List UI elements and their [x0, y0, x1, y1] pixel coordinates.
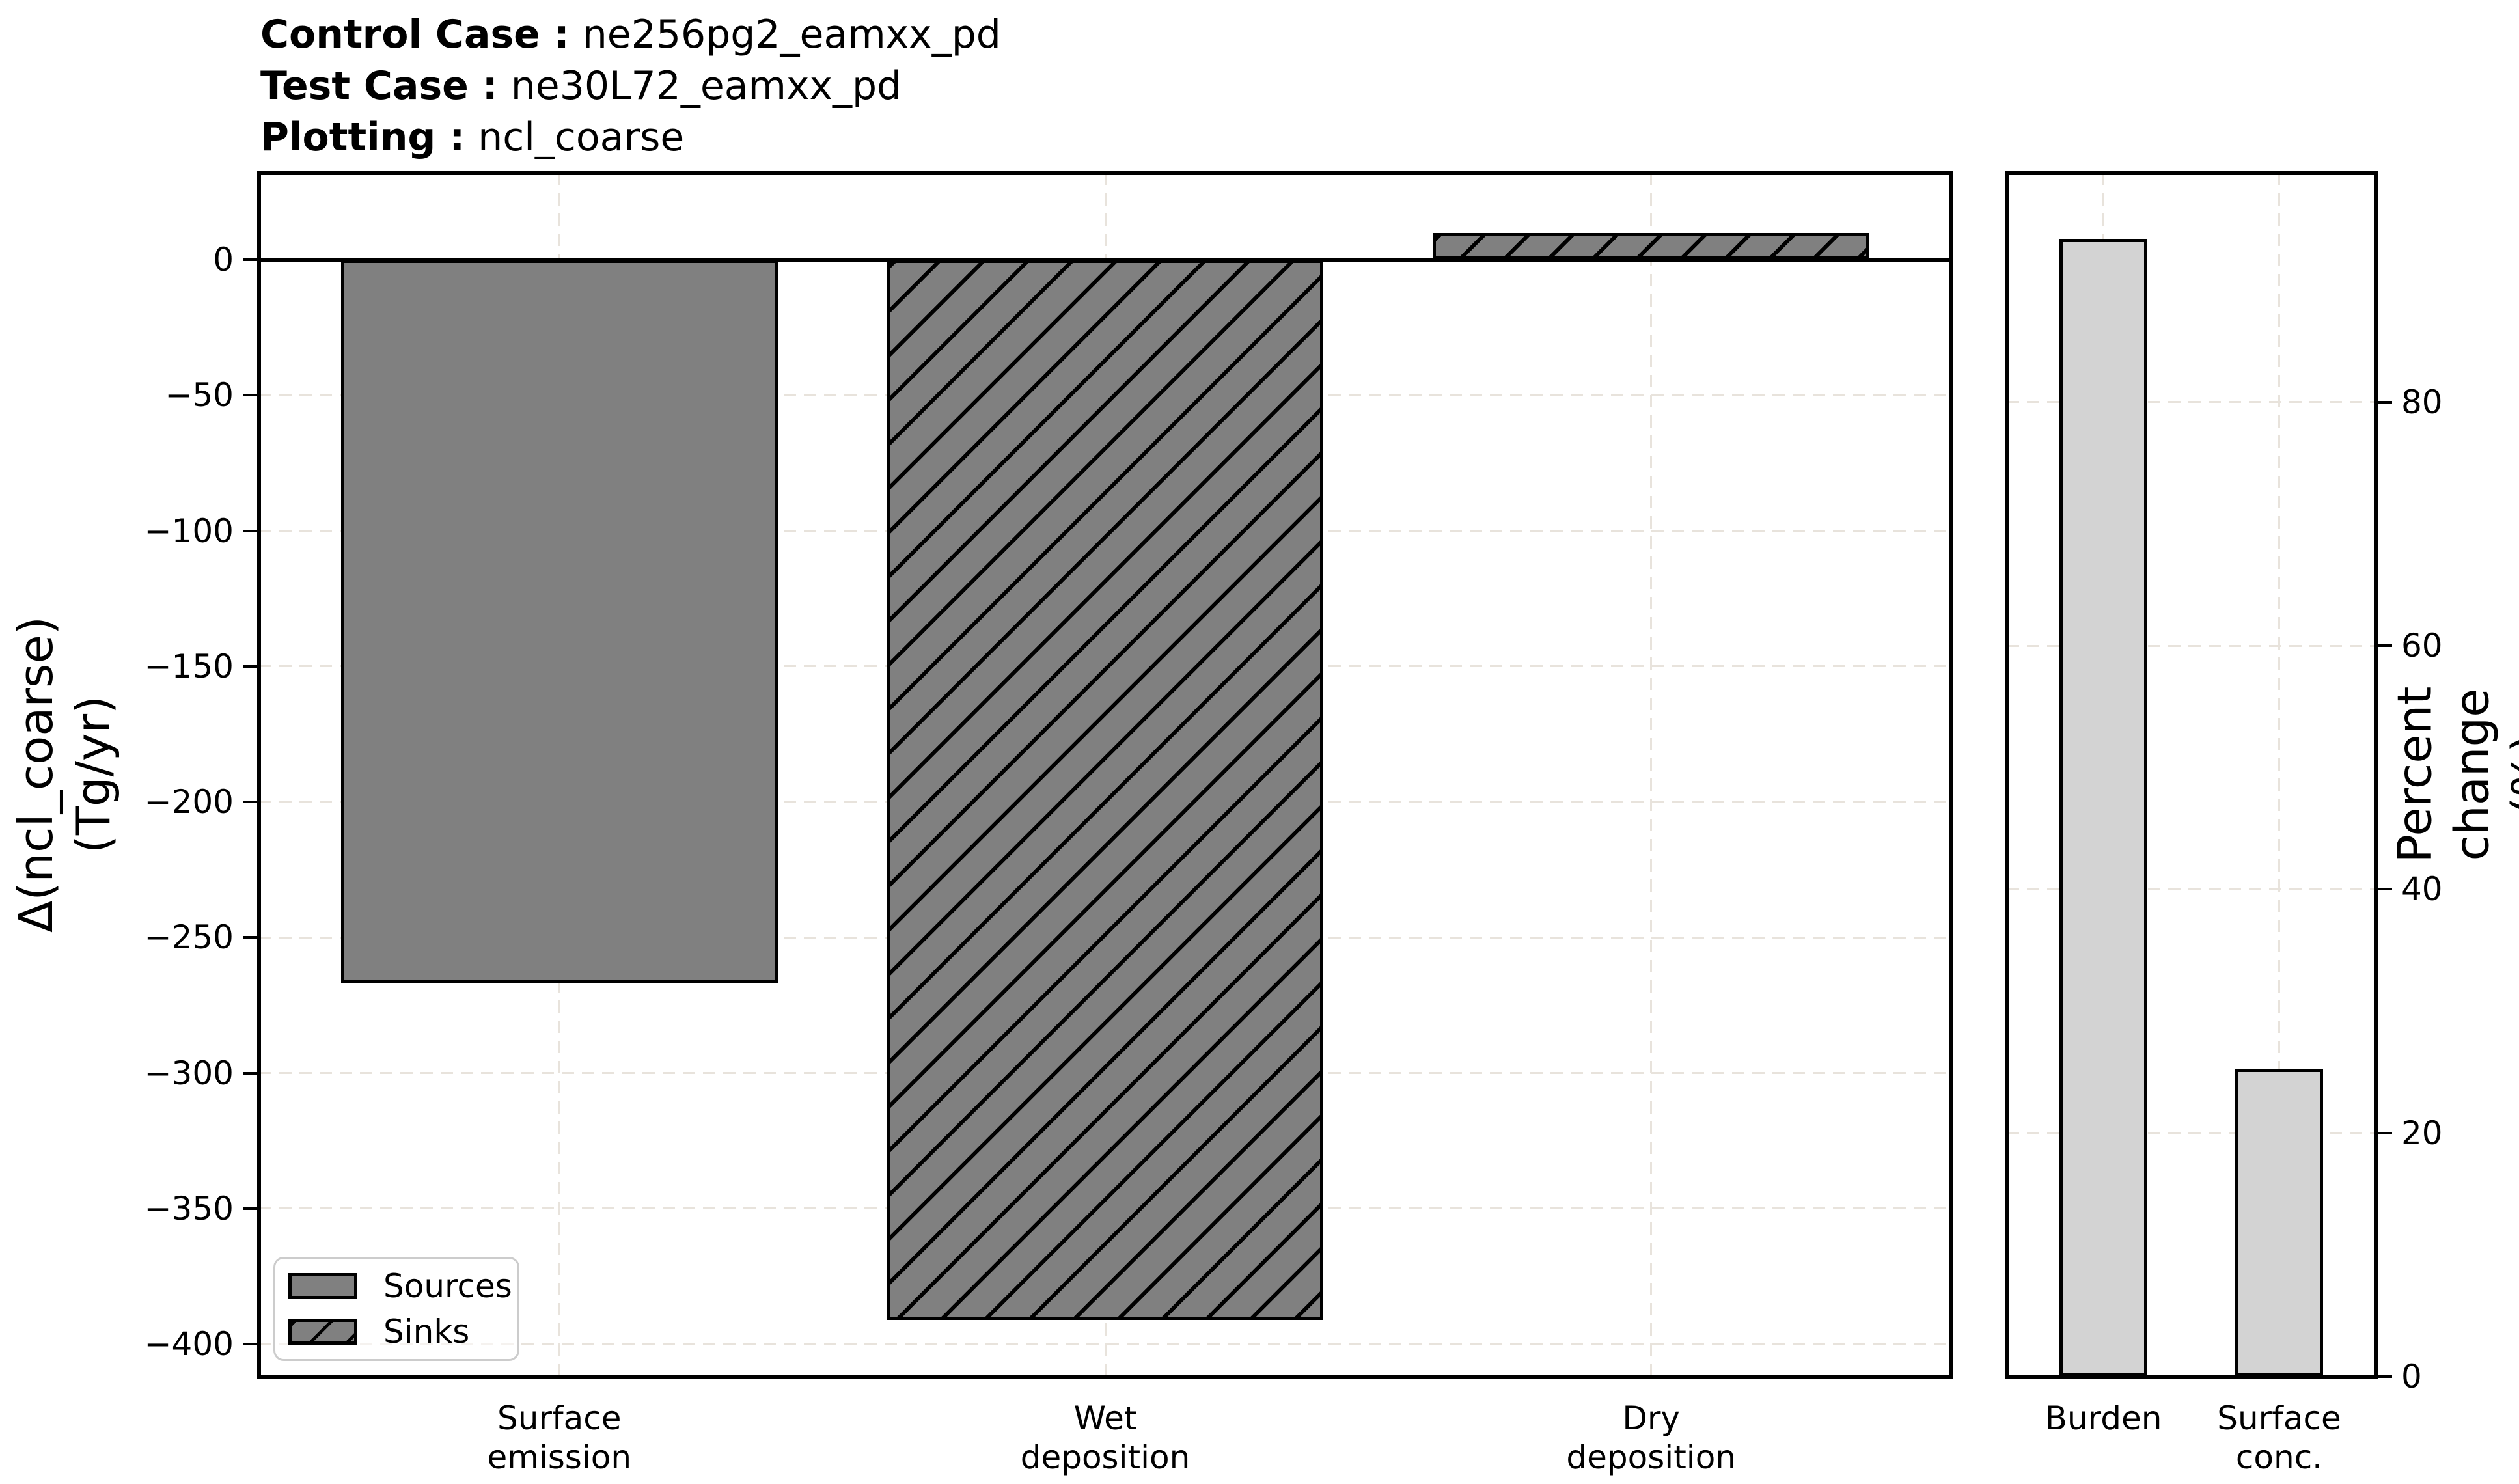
title-block: Control Case : ne256pg2_eamxx_pd Test Cas… — [260, 9, 1001, 163]
y-tick-label-0: 0 — [213, 241, 234, 279]
bar-surface-emission — [340, 260, 778, 984]
legend-sinks-label: Sinks — [383, 1313, 470, 1351]
legend-item-sinks: Sinks — [288, 1315, 504, 1348]
x-gridline-surface-conc — [2278, 173, 2280, 1377]
y-tick-label-40: 40 — [2401, 870, 2443, 909]
bar-surface-conc — [2235, 1068, 2323, 1377]
legend-sources-label: Sources — [383, 1267, 512, 1305]
y-tick-label-50: −50 — [165, 376, 234, 415]
y-gridline-400 — [259, 1343, 1951, 1345]
plotting-label: Plotting : — [260, 115, 465, 160]
x-category-label-surface-conc: Surface conc. — [2217, 1399, 2341, 1476]
y-tick-mark-150 — [243, 665, 257, 668]
y-tick-label-400: −400 — [144, 1325, 234, 1364]
x-category-label-surface-emission: Surface emission — [487, 1399, 632, 1476]
x-category-label-burden: Burden — [2044, 1399, 2162, 1437]
y-gridline-60 — [2007, 644, 2376, 647]
y-tick-mark-80 — [2378, 400, 2392, 404]
test-case-value: ne30L72_eamxx_pd — [510, 63, 902, 109]
x-category-label-dry-deposition: Dry deposition — [1566, 1399, 1736, 1476]
sinks-swatch-icon — [288, 1319, 357, 1345]
y-tick-mark-300 — [243, 1071, 257, 1075]
control-case-label: Control Case : — [260, 12, 570, 57]
y-tick-label-80: 80 — [2401, 383, 2443, 421]
y-tick-label-0: 0 — [2401, 1358, 2422, 1395]
y-tick-label-100: −100 — [144, 512, 234, 550]
bar-dry-deposition — [1433, 232, 1870, 260]
x-category-label-wet-deposition: Wet deposition — [1020, 1399, 1191, 1476]
test-case-line: Test Case : ne30L72_eamxx_pd — [260, 61, 1001, 112]
control-case-line: Control Case : ne256pg2_eamxx_pd — [260, 9, 1001, 61]
x-gridline-dry-deposition — [1650, 173, 1653, 1377]
y-tick-mark-20 — [2378, 1131, 2392, 1134]
y-tick-mark-40 — [2378, 888, 2392, 891]
plotting-value: ncl_coarse — [478, 115, 685, 160]
bar-wet-deposition — [887, 260, 1324, 1320]
y-tick-label-20: 20 — [2401, 1114, 2443, 1152]
y-tick-mark-60 — [2378, 644, 2392, 648]
y-tick-mark-0 — [243, 258, 257, 262]
y-tick-label-150: −150 — [144, 647, 234, 685]
y-tick-label-60: 60 — [2401, 627, 2443, 665]
y-gridline-20 — [2007, 1132, 2376, 1134]
y-tick-mark-200 — [243, 801, 257, 804]
y-tick-label-200: −200 — [144, 783, 234, 821]
bar-burden — [2059, 239, 2147, 1377]
y-tick-mark-350 — [243, 1207, 257, 1210]
y-tick-mark-100 — [243, 529, 257, 532]
test-case-label: Test Case : — [260, 63, 498, 109]
legend: Sources Sinks — [273, 1257, 519, 1361]
y-tick-mark-50 — [243, 394, 257, 397]
y-tick-label-300: −300 — [144, 1054, 234, 1092]
sources-swatch-icon — [288, 1273, 357, 1299]
y-tick-label-350: −350 — [144, 1189, 234, 1228]
control-case-value: ne256pg2_eamxx_pd — [582, 12, 1001, 57]
right-y-axis-title: Percent change (%) — [2387, 686, 2519, 863]
y-tick-label-250: −250 — [144, 918, 234, 957]
y-gridline-80 — [2007, 401, 2376, 404]
y-gridline-40 — [2007, 888, 2376, 890]
y-tick-mark-400 — [243, 1343, 257, 1346]
plotting-line: Plotting : ncl_coarse — [260, 112, 1001, 163]
left-y-axis-title: Δ(ncl_coarse) (Tg/yr) — [8, 616, 120, 933]
y-tick-mark-0 — [2378, 1375, 2392, 1378]
legend-item-sources: Sources — [288, 1270, 512, 1302]
y-tick-mark-250 — [243, 936, 257, 939]
